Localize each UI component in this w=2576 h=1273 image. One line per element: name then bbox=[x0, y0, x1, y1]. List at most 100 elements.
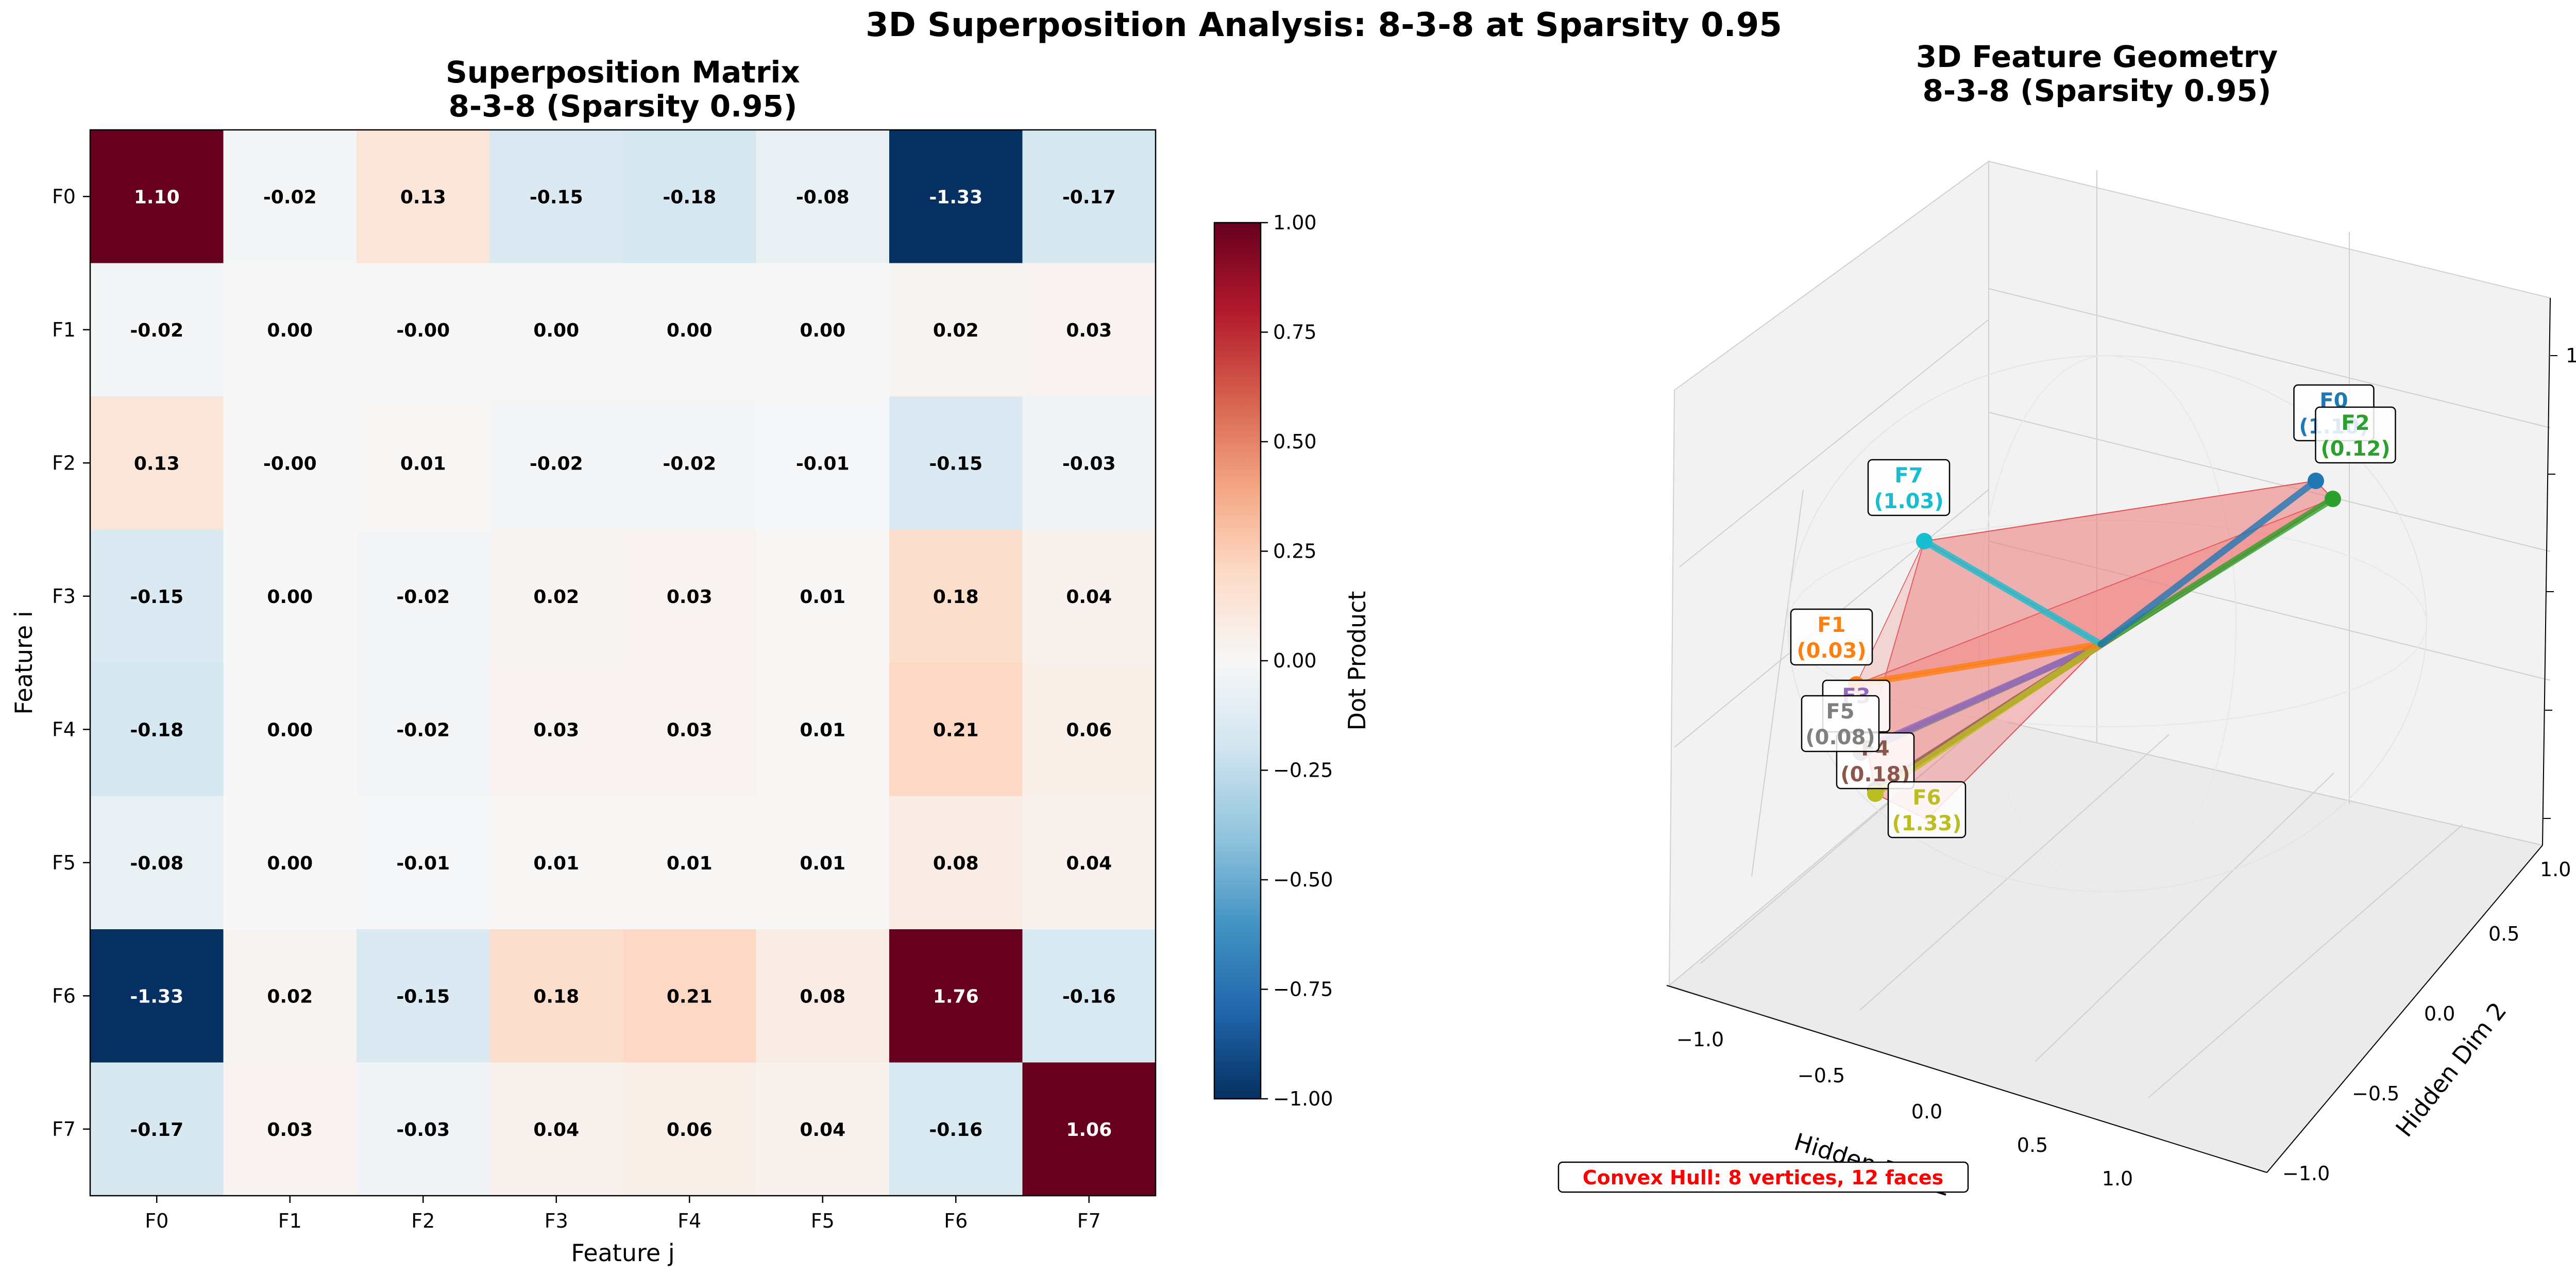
x-tick-label: F5 bbox=[811, 1210, 835, 1232]
feature-point-f0 bbox=[2308, 473, 2324, 489]
heatmap-cell-label: 0.03 bbox=[667, 719, 713, 741]
y-tick-label: F0 bbox=[52, 185, 76, 208]
heatmap-cell bbox=[889, 796, 1023, 930]
heatmap-cell bbox=[1022, 1062, 1156, 1196]
heatmap-cell bbox=[623, 1062, 757, 1196]
heatmap-cell bbox=[623, 529, 757, 663]
heatmap-cell-label: 0.03 bbox=[667, 587, 713, 608]
heatmap-cell bbox=[1022, 796, 1156, 930]
heatmap-cell-label: -0.01 bbox=[796, 453, 850, 474]
heatmap-cell bbox=[357, 1062, 490, 1196]
heatmap-cell-label: -0.02 bbox=[663, 453, 716, 474]
heatmap-cell-label: -0.01 bbox=[396, 853, 450, 874]
z-axis-line bbox=[2542, 297, 2551, 846]
feature-vector-f1 bbox=[1853, 641, 2105, 688]
y-tick-label: −1.0 bbox=[2282, 1162, 2330, 1185]
feature-norm: (0.03) bbox=[1797, 639, 1866, 663]
heatmap-cell bbox=[623, 263, 757, 397]
feature-vector-f2 bbox=[2097, 495, 2336, 648]
heatmap-cell-label: 1.06 bbox=[1066, 1119, 1112, 1141]
heatmap-cell-label: 0.06 bbox=[1066, 719, 1112, 741]
heatmap-cell bbox=[756, 1062, 890, 1196]
feature-label-box bbox=[1801, 695, 1880, 752]
heatmap-cell bbox=[1022, 529, 1156, 663]
heatmap-cell bbox=[223, 796, 357, 930]
feature-vector-f3 bbox=[1861, 641, 2105, 752]
grid-line bbox=[1700, 695, 2015, 964]
colorbar-tick-label: −0.50 bbox=[1273, 868, 1333, 891]
heatmap-cell-label: 0.18 bbox=[533, 986, 579, 1007]
heatmap-cell bbox=[90, 1062, 224, 1196]
heatmap-cell bbox=[623, 663, 757, 797]
z-tick-label: 1.0 bbox=[2566, 344, 2576, 367]
heatmap-cell-label: -0.02 bbox=[396, 719, 450, 741]
heatmap-cell bbox=[223, 929, 357, 1063]
feature-label-f7: F7(1.03) bbox=[1867, 459, 1951, 516]
heatmap-cell-label: 0.13 bbox=[134, 453, 180, 474]
x-tick-label: 0.5 bbox=[2017, 1134, 2048, 1157]
y-tick-label: 1.0 bbox=[2540, 858, 2571, 881]
heatmap-cell bbox=[756, 529, 890, 663]
heatmap-cell-label: 0.04 bbox=[800, 1119, 845, 1141]
colorbar-tick-label: 0.75 bbox=[1273, 321, 1317, 344]
heatmap-cell-label: -0.00 bbox=[396, 320, 450, 341]
colorbar-tick-label: 1.00 bbox=[1273, 211, 1317, 234]
heatmap-cell-label: -0.00 bbox=[263, 453, 317, 474]
heatmap-cell bbox=[90, 796, 224, 930]
heatmap-cell-label: 0.00 bbox=[267, 719, 313, 741]
heatmap-cell bbox=[489, 1062, 623, 1196]
x-tick-label: 1.0 bbox=[2102, 1167, 2133, 1190]
heatmap-cell bbox=[489, 663, 623, 797]
feature-norm: (1.03) bbox=[1874, 490, 1943, 513]
y-tick-label: F4 bbox=[52, 718, 76, 741]
x-tick-label: F3 bbox=[545, 1210, 568, 1232]
heatmap-cell bbox=[756, 263, 890, 397]
heatmap-cell bbox=[889, 663, 1023, 797]
heatmap-cell bbox=[889, 929, 1023, 1063]
heatmap-cell bbox=[1022, 130, 1156, 264]
grid-line bbox=[1988, 412, 2551, 552]
grid-line bbox=[1859, 734, 2170, 1011]
heatmap-cell-label: 0.01 bbox=[667, 853, 713, 874]
heatmap-cell bbox=[357, 796, 490, 930]
feature-point-f7 bbox=[1916, 533, 1933, 549]
heatmap-cell-label: -0.03 bbox=[1062, 453, 1116, 474]
x-tick-label: F6 bbox=[944, 1210, 968, 1232]
heatmap-cell-label: -0.16 bbox=[1062, 986, 1116, 1007]
y-tick-label: F2 bbox=[52, 451, 76, 474]
colorbar-tick-label: 0.00 bbox=[1273, 649, 1317, 672]
grid-line bbox=[1751, 489, 1804, 877]
feature-label-box bbox=[1867, 459, 1951, 516]
y-tick-label: 0.5 bbox=[2488, 923, 2519, 945]
heatmap-cell bbox=[90, 396, 224, 530]
heatmap-cell bbox=[90, 529, 224, 663]
heatmap-cell bbox=[489, 396, 623, 530]
x-axis-label: Feature j bbox=[571, 1239, 674, 1267]
heatmap-cell-label: -0.15 bbox=[130, 587, 183, 608]
heatmap-cell-label: 1.76 bbox=[933, 986, 979, 1007]
heatmap-cell bbox=[90, 929, 224, 1063]
heatmap-cell bbox=[489, 796, 623, 930]
heatmap-cell-label: 0.03 bbox=[267, 1119, 313, 1141]
heatmap-cell bbox=[889, 529, 1023, 663]
colorbar-tick-label: 0.25 bbox=[1273, 540, 1317, 563]
grid-line bbox=[1679, 319, 1989, 567]
feature-point-f6 bbox=[1867, 785, 1884, 802]
y-axis-label: Feature i bbox=[10, 611, 38, 714]
colorbar bbox=[1213, 222, 1262, 1100]
grid-line bbox=[1988, 541, 2551, 681]
heatmap-cell-label: 0.01 bbox=[800, 719, 845, 741]
heatmap-cell bbox=[489, 263, 623, 397]
heatmap-cell bbox=[223, 529, 357, 663]
heatmap-cell-label: 0.04 bbox=[1066, 587, 1112, 608]
heatmap-cell bbox=[756, 396, 890, 530]
heatmap-cell-label: 0.04 bbox=[533, 1119, 579, 1141]
x-tick-label: 0.0 bbox=[1911, 1100, 1942, 1123]
heatmap-cell-label: 1.10 bbox=[134, 187, 180, 208]
colorbar-tick-label: −1.00 bbox=[1273, 1087, 1333, 1110]
heatmap-cell-label: 0.08 bbox=[933, 853, 979, 874]
heatmap-cell-label: 0.21 bbox=[667, 986, 713, 1007]
feature-label-f6: F6(1.33) bbox=[1887, 781, 1967, 839]
heatmap-cell-label: 0.00 bbox=[267, 587, 313, 608]
